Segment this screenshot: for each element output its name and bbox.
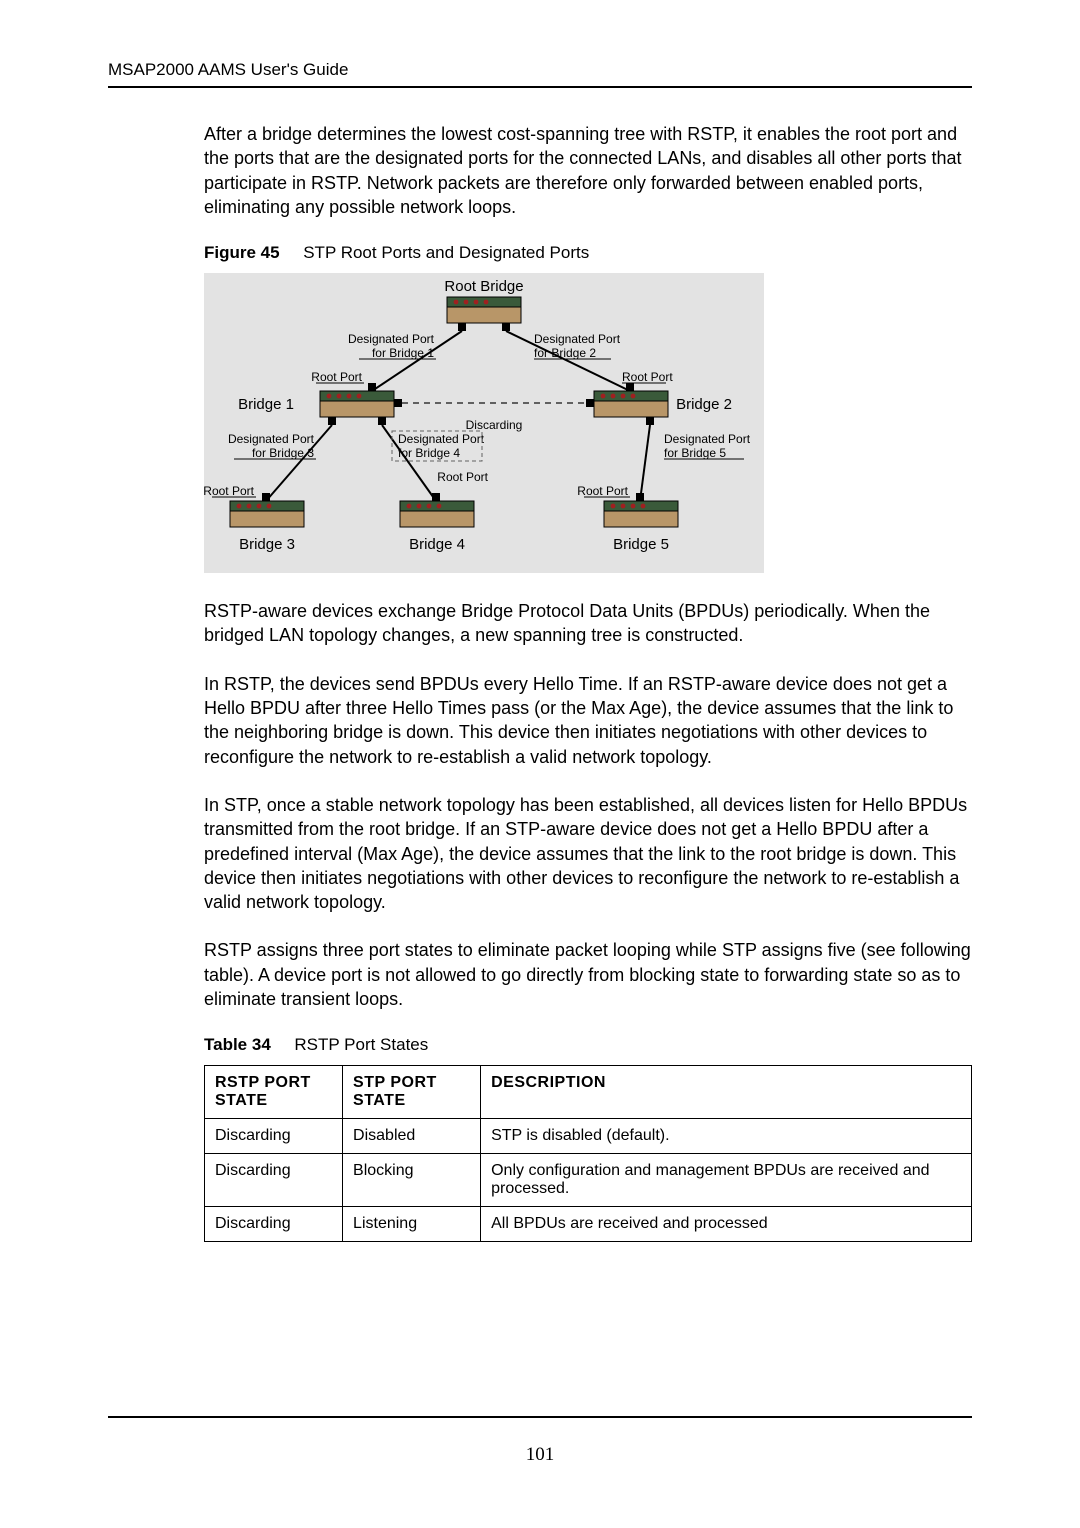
table-header-row: RSTP PORT STATE STP PORT STATE DESCRIPTI… bbox=[205, 1066, 972, 1119]
th-desc: DESCRIPTION bbox=[481, 1066, 972, 1119]
page-number: 101 bbox=[0, 1444, 1080, 1466]
cell: Blocking bbox=[343, 1154, 481, 1207]
paragraph-3: In RSTP, the devices send BPDUs every He… bbox=[204, 672, 972, 769]
label-dp-b3-l2: for Bridge 3 bbox=[252, 446, 314, 460]
label-root-port-right: Root Port bbox=[622, 370, 673, 384]
rstp-port-states-table: RSTP PORT STATE STP PORT STATE DESCRIPTI… bbox=[204, 1065, 972, 1242]
label-dp-b2-l1: Designated Port bbox=[534, 332, 621, 346]
cell: Only configuration and management BPDUs … bbox=[481, 1154, 972, 1207]
label-bridge3: Bridge 3 bbox=[239, 536, 295, 553]
paragraph-1: After a bridge determines the lowest cos… bbox=[204, 122, 972, 219]
th-rstp: RSTP PORT STATE bbox=[205, 1066, 343, 1119]
paragraph-4: In STP, once a stable network topology h… bbox=[204, 793, 972, 914]
label-bridge1: Bridge 1 bbox=[238, 396, 294, 413]
label-root-bridge: Root Bridge bbox=[444, 278, 523, 295]
label-bridge5: Bridge 5 bbox=[613, 536, 669, 553]
label-root-port-b3: Root Port bbox=[204, 484, 255, 498]
figure-45: Root Bridge Designated Port for Bridge 1 bbox=[204, 273, 972, 573]
figure-caption: Figure 45 STP Root Ports and Designated … bbox=[204, 243, 972, 263]
cell: STP is disabled (default). bbox=[481, 1119, 972, 1154]
stp-diagram: Root Bridge Designated Port for Bridge 1 bbox=[204, 273, 764, 573]
label-dp-b3-l1: Designated Port bbox=[228, 432, 315, 446]
cell: Discarding bbox=[205, 1154, 343, 1207]
cell: Disabled bbox=[343, 1119, 481, 1154]
body: After a bridge determines the lowest cos… bbox=[204, 122, 972, 1242]
table-row: Discarding Disabled STP is disabled (def… bbox=[205, 1119, 972, 1154]
th-stp: STP PORT STATE bbox=[343, 1066, 481, 1119]
label-dp-b1-l2: for Bridge 1 bbox=[372, 346, 434, 360]
table-label: Table 34 bbox=[204, 1035, 271, 1054]
label-bridge2: Bridge 2 bbox=[676, 396, 732, 413]
figure-label: Figure 45 bbox=[204, 243, 280, 262]
label-root-port-b4: Root Port bbox=[437, 470, 488, 484]
label-dp-b5-l1: Designated Port bbox=[664, 432, 751, 446]
label-dp-b1-l1: Designated Port bbox=[348, 332, 435, 346]
cell: Discarding bbox=[205, 1119, 343, 1154]
figure-title: STP Root Ports and Designated Ports bbox=[303, 243, 589, 262]
running-header: MSAP2000 AAMS User's Guide bbox=[108, 60, 972, 88]
cell: Discarding bbox=[205, 1207, 343, 1242]
label-root-port-b5: Root Port bbox=[577, 484, 628, 498]
cell: Listening bbox=[343, 1207, 481, 1242]
label-dp-b4-l2: for Bridge 4 bbox=[398, 446, 460, 460]
paragraph-2: RSTP-aware devices exchange Bridge Proto… bbox=[204, 599, 972, 648]
page: MSAP2000 AAMS User's Guide After a bridg… bbox=[0, 0, 1080, 1528]
table-row: Discarding Blocking Only configuration a… bbox=[205, 1154, 972, 1207]
label-dp-b4-l1: Designated Port bbox=[398, 432, 485, 446]
label-bridge4: Bridge 4 bbox=[409, 536, 465, 553]
footer-rule bbox=[108, 1416, 972, 1418]
label-discarding: Discarding bbox=[466, 418, 523, 432]
label-dp-b5-l2: for Bridge 5 bbox=[664, 446, 726, 460]
cell: All BPDUs are received and processed bbox=[481, 1207, 972, 1242]
label-root-port-left: Root Port bbox=[311, 370, 362, 384]
table-title: RSTP Port States bbox=[294, 1035, 428, 1054]
table-caption: Table 34 RSTP Port States bbox=[204, 1035, 972, 1055]
label-dp-b2-l2: for Bridge 2 bbox=[534, 346, 596, 360]
paragraph-5: RSTP assigns three port states to elimin… bbox=[204, 938, 972, 1011]
table-row: Discarding Listening All BPDUs are recei… bbox=[205, 1207, 972, 1242]
